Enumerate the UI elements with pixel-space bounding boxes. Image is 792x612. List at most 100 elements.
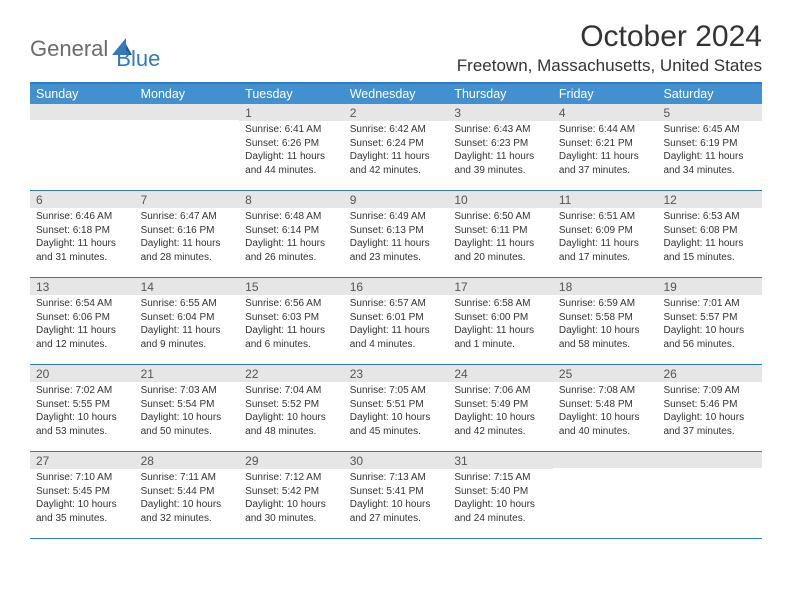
day-number [135, 104, 240, 120]
day-number: 12 [657, 191, 762, 208]
day-detail: Sunrise: 6:49 AMSunset: 6:13 PMDaylight:… [344, 208, 449, 266]
day-cell [30, 104, 135, 190]
day-number: 31 [448, 452, 553, 469]
sunrise-text: Sunrise: 6:56 AM [245, 297, 338, 311]
day-number: 6 [30, 191, 135, 208]
day-detail: Sunrise: 6:44 AMSunset: 6:21 PMDaylight:… [553, 121, 658, 179]
weekday-header: Monday [135, 84, 240, 104]
day-cell: 23Sunrise: 7:05 AMSunset: 5:51 PMDayligh… [344, 365, 449, 451]
day-number: 21 [135, 365, 240, 382]
sunrise-text: Sunrise: 6:51 AM [559, 210, 652, 224]
sunset-text: Sunset: 5:55 PM [36, 398, 129, 412]
sunset-text: Sunset: 6:23 PM [454, 137, 547, 151]
week-row: 1Sunrise: 6:41 AMSunset: 6:26 PMDaylight… [30, 104, 762, 191]
daylight-text: Daylight: 10 hours and 42 minutes. [454, 411, 547, 438]
daylight-text: Daylight: 10 hours and 50 minutes. [141, 411, 234, 438]
weekday-header: Tuesday [239, 84, 344, 104]
day-number: 19 [657, 278, 762, 295]
sunset-text: Sunset: 6:24 PM [350, 137, 443, 151]
day-number: 11 [553, 191, 658, 208]
day-number: 29 [239, 452, 344, 469]
day-detail: Sunrise: 6:42 AMSunset: 6:24 PMDaylight:… [344, 121, 449, 179]
sunrise-text: Sunrise: 7:09 AM [663, 384, 756, 398]
weekday-header-row: Sunday Monday Tuesday Wednesday Thursday… [30, 84, 762, 104]
day-number: 5 [657, 104, 762, 121]
day-cell: 14Sunrise: 6:55 AMSunset: 6:04 PMDayligh… [135, 278, 240, 364]
day-detail: Sunrise: 7:12 AMSunset: 5:42 PMDaylight:… [239, 469, 344, 527]
day-detail: Sunrise: 6:54 AMSunset: 6:06 PMDaylight:… [30, 295, 135, 353]
day-detail: Sunrise: 7:02 AMSunset: 5:55 PMDaylight:… [30, 382, 135, 440]
daylight-text: Daylight: 11 hours and 44 minutes. [245, 150, 338, 177]
day-number [30, 104, 135, 120]
day-number: 3 [448, 104, 553, 121]
sunrise-text: Sunrise: 7:12 AM [245, 471, 338, 485]
day-number: 22 [239, 365, 344, 382]
daylight-text: Daylight: 10 hours and 58 minutes. [559, 324, 652, 351]
daylight-text: Daylight: 10 hours and 27 minutes. [350, 498, 443, 525]
day-detail: Sunrise: 6:53 AMSunset: 6:08 PMDaylight:… [657, 208, 762, 266]
sunset-text: Sunset: 6:18 PM [36, 224, 129, 238]
day-number: 16 [344, 278, 449, 295]
sunrise-text: Sunrise: 6:54 AM [36, 297, 129, 311]
sunrise-text: Sunrise: 6:42 AM [350, 123, 443, 137]
day-detail: Sunrise: 7:01 AMSunset: 5:57 PMDaylight:… [657, 295, 762, 353]
day-cell: 27Sunrise: 7:10 AMSunset: 5:45 PMDayligh… [30, 452, 135, 538]
daylight-text: Daylight: 10 hours and 37 minutes. [663, 411, 756, 438]
day-detail: Sunrise: 6:55 AMSunset: 6:04 PMDaylight:… [135, 295, 240, 353]
day-cell: 30Sunrise: 7:13 AMSunset: 5:41 PMDayligh… [344, 452, 449, 538]
day-number: 2 [344, 104, 449, 121]
logo-text-blue: Blue [116, 26, 160, 72]
weeks-container: 1Sunrise: 6:41 AMSunset: 6:26 PMDaylight… [30, 104, 762, 539]
daylight-text: Daylight: 11 hours and 4 minutes. [350, 324, 443, 351]
daylight-text: Daylight: 11 hours and 15 minutes. [663, 237, 756, 264]
day-cell [135, 104, 240, 190]
day-cell: 4Sunrise: 6:44 AMSunset: 6:21 PMDaylight… [553, 104, 658, 190]
sunrise-text: Sunrise: 6:50 AM [454, 210, 547, 224]
day-detail: Sunrise: 7:09 AMSunset: 5:46 PMDaylight:… [657, 382, 762, 440]
sunset-text: Sunset: 5:57 PM [663, 311, 756, 325]
sunset-text: Sunset: 5:41 PM [350, 485, 443, 499]
day-detail: Sunrise: 6:41 AMSunset: 6:26 PMDaylight:… [239, 121, 344, 179]
sunrise-text: Sunrise: 6:47 AM [141, 210, 234, 224]
daylight-text: Daylight: 10 hours and 45 minutes. [350, 411, 443, 438]
sunrise-text: Sunrise: 6:55 AM [141, 297, 234, 311]
daylight-text: Daylight: 10 hours and 40 minutes. [559, 411, 652, 438]
day-number: 1 [239, 104, 344, 121]
sunset-text: Sunset: 5:58 PM [559, 311, 652, 325]
day-number: 27 [30, 452, 135, 469]
day-detail: Sunrise: 7:13 AMSunset: 5:41 PMDaylight:… [344, 469, 449, 527]
day-cell: 12Sunrise: 6:53 AMSunset: 6:08 PMDayligh… [657, 191, 762, 277]
day-cell: 20Sunrise: 7:02 AMSunset: 5:55 PMDayligh… [30, 365, 135, 451]
day-cell: 1Sunrise: 6:41 AMSunset: 6:26 PMDaylight… [239, 104, 344, 190]
day-cell: 9Sunrise: 6:49 AMSunset: 6:13 PMDaylight… [344, 191, 449, 277]
day-cell: 28Sunrise: 7:11 AMSunset: 5:44 PMDayligh… [135, 452, 240, 538]
header: General Blue October 2024 Freetown, Mass… [30, 20, 762, 76]
day-detail: Sunrise: 6:48 AMSunset: 6:14 PMDaylight:… [239, 208, 344, 266]
sunrise-text: Sunrise: 6:44 AM [559, 123, 652, 137]
day-number: 10 [448, 191, 553, 208]
daylight-text: Daylight: 11 hours and 37 minutes. [559, 150, 652, 177]
weekday-header: Saturday [657, 84, 762, 104]
sunset-text: Sunset: 6:01 PM [350, 311, 443, 325]
day-cell [553, 452, 658, 538]
daylight-text: Daylight: 10 hours and 30 minutes. [245, 498, 338, 525]
daylight-text: Daylight: 10 hours and 53 minutes. [36, 411, 129, 438]
sunrise-text: Sunrise: 7:13 AM [350, 471, 443, 485]
day-detail: Sunrise: 6:58 AMSunset: 6:00 PMDaylight:… [448, 295, 553, 353]
day-number: 18 [553, 278, 658, 295]
day-number: 20 [30, 365, 135, 382]
day-cell: 10Sunrise: 6:50 AMSunset: 6:11 PMDayligh… [448, 191, 553, 277]
day-number: 9 [344, 191, 449, 208]
day-cell: 16Sunrise: 6:57 AMSunset: 6:01 PMDayligh… [344, 278, 449, 364]
day-cell: 8Sunrise: 6:48 AMSunset: 6:14 PMDaylight… [239, 191, 344, 277]
day-number: 24 [448, 365, 553, 382]
day-cell: 7Sunrise: 6:47 AMSunset: 6:16 PMDaylight… [135, 191, 240, 277]
sunrise-text: Sunrise: 6:59 AM [559, 297, 652, 311]
day-detail: Sunrise: 6:46 AMSunset: 6:18 PMDaylight:… [30, 208, 135, 266]
day-detail: Sunrise: 7:03 AMSunset: 5:54 PMDaylight:… [135, 382, 240, 440]
sunset-text: Sunset: 6:26 PM [245, 137, 338, 151]
day-cell: 3Sunrise: 6:43 AMSunset: 6:23 PMDaylight… [448, 104, 553, 190]
sunset-text: Sunset: 5:51 PM [350, 398, 443, 412]
daylight-text: Daylight: 10 hours and 48 minutes. [245, 411, 338, 438]
sunset-text: Sunset: 6:13 PM [350, 224, 443, 238]
